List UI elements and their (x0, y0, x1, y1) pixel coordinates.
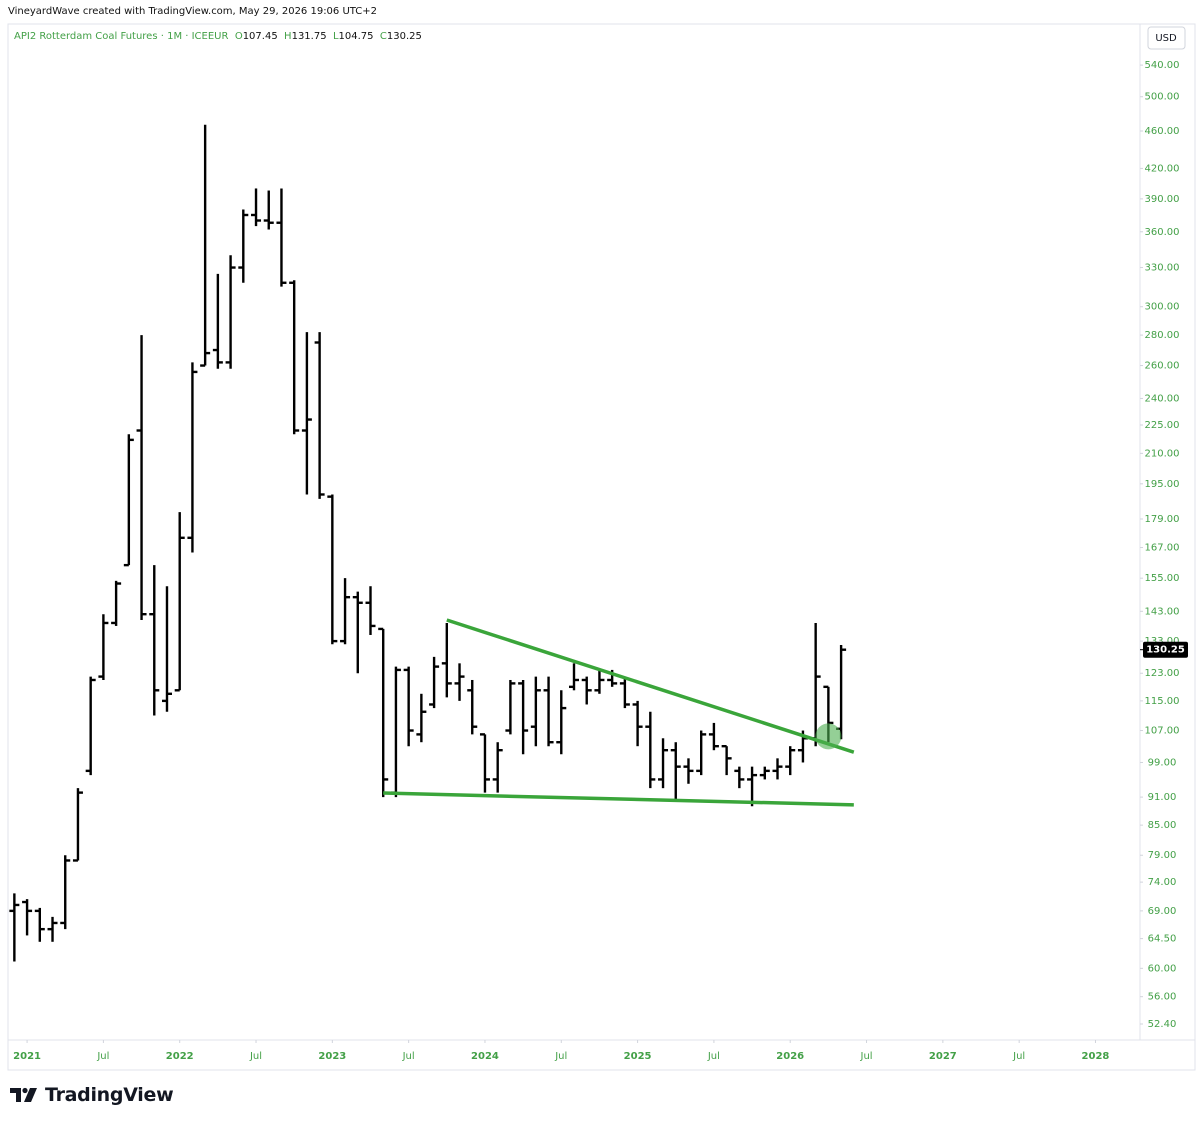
y-tick-label: 210.00 (1145, 448, 1180, 459)
x-tick-label: 2026 (776, 1051, 804, 1062)
x-tick-label: Jul (860, 1051, 873, 1062)
y-tick-label: 167.00 (1145, 543, 1180, 554)
x-tick-label: 2024 (471, 1051, 499, 1062)
y-tick-label: 225.00 (1145, 420, 1180, 431)
low-label: L (332, 31, 339, 42)
open-value: 107.45 (242, 31, 278, 42)
y-tick-label: 99.00 (1148, 757, 1177, 768)
y-tick-label: 115.00 (1145, 696, 1180, 707)
high-label: H (284, 31, 292, 42)
trendline (446, 618, 855, 754)
symbol-title: API2 Rotterdam Coal Futures · 1M · ICEEU… (14, 31, 229, 42)
close-value: 130.25 (386, 31, 422, 42)
y-tick-label: 179.00 (1145, 514, 1180, 525)
attribution: VineyardWave created with TradingView.co… (8, 6, 378, 17)
x-tick-label: Jul (96, 1051, 109, 1062)
x-tick-label: Jul (1012, 1051, 1025, 1062)
x-tick-label: Jul (554, 1051, 567, 1062)
y-tick-label: 91.00 (1148, 792, 1177, 803)
y-tick-label: 64.50 (1148, 934, 1177, 945)
y-tick-label: 133.00 (1145, 636, 1180, 647)
y-tick-label: 360.00 (1145, 227, 1180, 238)
y-tick-label: 240.00 (1145, 393, 1180, 404)
y-tick-label: 500.00 (1145, 92, 1180, 103)
last-price-label: 130.25 (1146, 645, 1185, 656)
y-tick-label: 300.00 (1145, 302, 1180, 313)
y-tick-label: 85.00 (1148, 820, 1177, 831)
x-tick-label: Jul (707, 1051, 720, 1062)
high-value: 131.75 (291, 31, 327, 42)
x-tick-label: 2022 (166, 1051, 194, 1062)
x-tick-label: Jul (249, 1051, 262, 1062)
x-tick-label: 2027 (929, 1051, 957, 1062)
y-tick-label: 390.00 (1145, 194, 1180, 205)
chart-frame (7, 23, 1196, 1071)
x-tick-label: Jul (402, 1051, 415, 1062)
chart: USD 540.00 500.00 460.00 420.00 390.00 360.00… (7, 23, 1196, 1071)
y-tick-label: 195.00 (1145, 479, 1180, 490)
y-tick-label: 420.00 (1145, 163, 1180, 174)
open-label: O (234, 31, 243, 42)
y-tick-label: 330.00 (1145, 263, 1180, 274)
y-tick-label: 540.00 (1145, 60, 1180, 71)
highlight-circle (815, 723, 842, 750)
logo: TradingView (10, 1084, 174, 1106)
y-tick-label: 74.00 (1148, 877, 1177, 888)
logo-text: TradingView (45, 1084, 174, 1106)
x-tick-label: 2028 (1082, 1051, 1110, 1062)
y-tick-label: 123.00 (1145, 668, 1180, 679)
y-tick-label: 52.40 (1148, 1019, 1177, 1030)
y-tick-label: 460.00 (1145, 126, 1180, 137)
x-tick-label: 2021 (13, 1051, 41, 1062)
y-tick-label: 69.00 (1148, 906, 1177, 917)
y-tick-label: 280.00 (1145, 330, 1180, 341)
last-price-box (1143, 641, 1188, 658)
y-tick-label: 143.00 (1145, 606, 1180, 617)
x-tick-label: 2025 (624, 1051, 652, 1062)
x-tick-label: 2023 (318, 1051, 346, 1062)
y-tick-label: 79.00 (1148, 850, 1177, 861)
y-tick-label: 260.00 (1145, 361, 1180, 372)
y-tick-label: 155.00 (1145, 573, 1180, 584)
currency-label: USD (1155, 33, 1177, 44)
low-value: 104.75 (338, 31, 374, 42)
close-label: C (379, 31, 387, 42)
y-tick-label: 107.00 (1145, 726, 1180, 737)
trendline (383, 791, 854, 807)
logo-icon (10, 1087, 37, 1102)
symbol-header: API2 Rotterdam Coal Futures · 1M · ICEEU… (14, 31, 422, 42)
currency-button[interactable] (1147, 26, 1186, 50)
y-tick-label: 60.00 (1148, 963, 1177, 974)
y-tick-label: 56.00 (1148, 992, 1177, 1003)
